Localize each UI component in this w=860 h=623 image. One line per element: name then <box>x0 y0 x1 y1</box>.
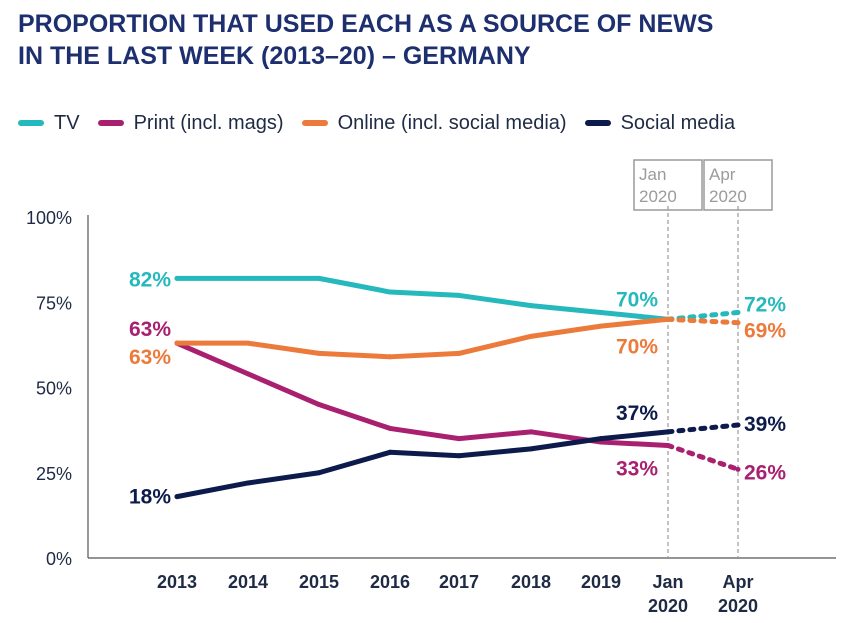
y-tick-label: 0% <box>46 549 72 569</box>
chart-title-line-1: PROPORTION THAT USED EACH AS A SOURCE OF… <box>18 10 714 38</box>
legend-item-print: Print (incl. mags) <box>97 111 284 135</box>
data-point-social <box>456 453 462 459</box>
x-tick-label: 2020 <box>718 596 758 616</box>
data-point-tv <box>316 275 322 281</box>
data-point-social <box>316 470 322 476</box>
chart-title-line-2: IN THE LAST WEEK (2013–20) – GERMANY <box>18 42 531 70</box>
x-tick-label: 2020 <box>648 596 688 616</box>
y-tick-label: 100% <box>26 208 72 228</box>
data-point-online <box>735 320 741 326</box>
legend-item-online: Online (incl. social media) <box>301 111 567 135</box>
data-point-social <box>665 429 671 435</box>
x-tick-label: Jan <box>652 572 683 592</box>
data-point-tv <box>528 303 534 309</box>
legend-label-print: Print (incl. mags) <box>133 111 284 134</box>
legend-label-social: Social media <box>620 111 736 134</box>
data-label-print: 33% <box>616 457 658 480</box>
data-label-print: 26% <box>744 461 786 484</box>
period-marker-label: 2020 <box>639 187 677 206</box>
data-point-social <box>735 422 741 428</box>
x-tick-label: 2015 <box>299 572 339 592</box>
data-point-online <box>528 333 534 339</box>
data-point-social <box>245 480 251 486</box>
data-label-online: 69% <box>744 320 786 343</box>
data-point-tv <box>387 289 393 295</box>
data-point-tv <box>456 292 462 298</box>
data-point-social <box>598 436 604 442</box>
legend-label-tv: TV <box>54 111 80 134</box>
data-point-print <box>528 429 534 435</box>
x-tick-label: 2016 <box>370 572 410 592</box>
x-tick-label: 2017 <box>439 572 479 592</box>
period-marker-box <box>703 159 773 211</box>
data-point-print <box>316 402 322 408</box>
data-point-online <box>665 316 671 322</box>
series-line-social <box>174 429 671 500</box>
legend-swatch-online <box>301 120 328 126</box>
y-tick-label: 25% <box>36 464 72 484</box>
data-point-print <box>387 425 393 431</box>
series-line-online-dashed <box>665 316 741 326</box>
legend-item-social: Social media <box>584 111 736 135</box>
data-point-tv <box>735 309 741 315</box>
legend: TV Print (incl. mags) Online (incl. soci… <box>18 108 848 138</box>
series-line-tv <box>174 275 671 322</box>
data-point-social <box>174 494 180 500</box>
x-tick-label: 2019 <box>581 572 621 592</box>
legend-swatch-tv <box>18 120 44 126</box>
legend-item-tv: TV <box>18 112 80 135</box>
data-label-online: 70% <box>616 335 658 358</box>
data-point-online <box>174 340 180 346</box>
data-label-tv: 70% <box>616 288 658 311</box>
x-tick-label: Apr <box>723 572 754 592</box>
y-tick-label: 75% <box>36 293 72 313</box>
data-label-social: 18% <box>129 486 171 509</box>
data-label-print: 63% <box>129 318 171 341</box>
data-point-print <box>665 442 671 448</box>
data-point-print <box>245 371 251 377</box>
data-label-tv: 72% <box>744 293 786 316</box>
series-line-print <box>174 340 671 448</box>
data-point-social <box>528 446 534 452</box>
data-point-online <box>598 323 604 329</box>
data-label-social: 37% <box>616 402 658 425</box>
period-marker-label: Apr <box>709 165 736 184</box>
data-label-social: 39% <box>744 413 786 436</box>
data-point-print <box>456 436 462 442</box>
data-point-online <box>456 350 462 356</box>
legend-swatch-print <box>97 120 124 126</box>
period-marker-box <box>633 159 703 211</box>
period-marker-label: Jan <box>639 165 666 184</box>
legend-label-online: Online (incl. social media) <box>337 111 567 134</box>
series-line-print-dashed <box>665 442 741 472</box>
data-point-online <box>245 340 251 346</box>
data-point-print <box>735 466 741 472</box>
x-tick-label: 2014 <box>228 572 268 592</box>
series-line-social-dashed <box>665 422 741 435</box>
data-point-tv <box>245 275 251 281</box>
series-line-online <box>174 316 671 360</box>
data-point-social <box>387 449 393 455</box>
y-tick-label: 50% <box>36 379 72 399</box>
data-label-tv: 82% <box>129 268 171 291</box>
x-tick-label: 2018 <box>511 572 551 592</box>
data-label-online: 63% <box>129 346 171 369</box>
data-point-tv <box>174 275 180 281</box>
chart-title: PROPORTION THAT USED EACH AS A SOURCE OF… <box>18 8 838 72</box>
x-tick-label: 2013 <box>157 572 197 592</box>
data-point-online <box>387 354 393 360</box>
data-point-online <box>316 350 322 356</box>
data-point-tv <box>598 309 604 315</box>
legend-swatch-social <box>584 120 611 126</box>
period-marker-label: 2020 <box>709 187 747 206</box>
